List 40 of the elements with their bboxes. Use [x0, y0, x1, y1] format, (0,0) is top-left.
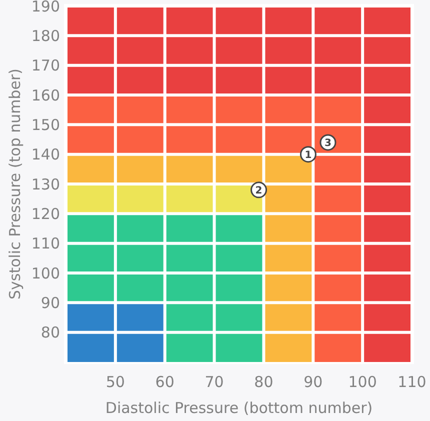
x-tick-label: 60: [155, 373, 174, 391]
bar: [216, 214, 262, 362]
y-tick-label: 130: [31, 175, 60, 194]
x-tick-label: 100: [348, 373, 377, 391]
y-tick-label: 110: [31, 234, 60, 253]
annotation: 2: [255, 185, 262, 196]
y-tick-label: 90: [40, 294, 60, 312]
bar: [116, 214, 164, 303]
y-axis-title: Systolic Pressure (top number): [6, 68, 24, 300]
bar: [68, 302, 114, 362]
x-tick-label: 90: [304, 373, 323, 391]
x-tick-label: 110: [398, 373, 426, 391]
bar: [314, 6, 362, 95]
bar: [166, 6, 213, 95]
bar: [68, 95, 114, 154]
bar: [116, 95, 164, 154]
y-tick-label: 150: [31, 116, 60, 134]
y-tick-label: 180: [31, 26, 60, 45]
bar: [166, 214, 213, 362]
y-tick-label: 100: [31, 264, 60, 282]
bar: [116, 6, 164, 95]
bar: [265, 6, 312, 95]
bar: [166, 95, 213, 154]
y-tick-label: 190: [31, 0, 60, 16]
annotation: 1: [304, 150, 312, 161]
x-tick-label: 80: [254, 373, 274, 391]
x-tick-label: 50: [106, 373, 125, 391]
bar: [68, 214, 114, 303]
annotation: 3: [324, 138, 332, 149]
x-axis-title: Diastolic Pressure (bottom number): [105, 399, 373, 417]
bar: [116, 302, 164, 362]
y-tick-label: 160: [31, 86, 60, 104]
y-tick-label: 170: [31, 56, 60, 75]
y-tick-label: 80: [40, 324, 60, 342]
bar: [314, 95, 362, 362]
bar: [68, 6, 114, 95]
x-tick-label: 70: [204, 373, 224, 391]
bar: [364, 6, 410, 362]
y-tick-label: 140: [31, 146, 60, 164]
y-tick-label: 120: [31, 204, 60, 223]
